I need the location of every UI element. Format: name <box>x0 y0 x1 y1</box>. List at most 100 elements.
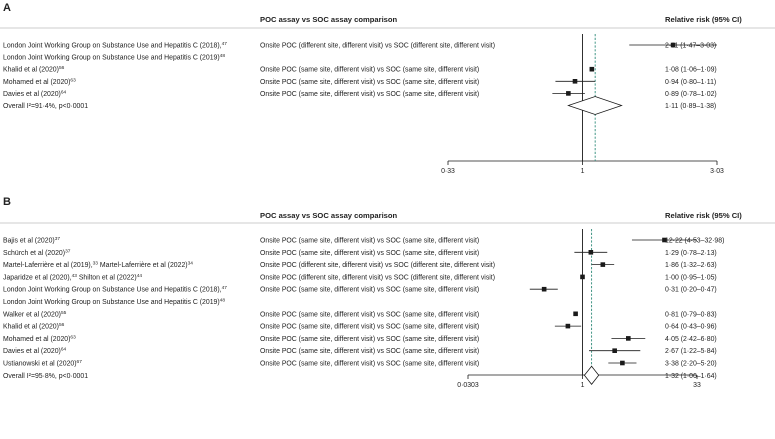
study-ref: 37 <box>55 236 61 242</box>
study-row: Bajis et al (2020)37 Onsite POC (same sit… <box>3 236 724 245</box>
study-row: London Joint Working Group on Substance … <box>3 298 225 307</box>
study-row: Schürch et al (2020)37 Onsite POC (same s… <box>3 248 717 256</box>
study-row: Mohamed et al (2020)63 Onsite POC (same s… <box>3 77 716 86</box>
point-estimate-marker <box>588 250 594 255</box>
point-estimate-marker <box>620 360 625 366</box>
effect-label: 3·38 (2·20–5·20) <box>665 361 717 368</box>
study-ref: 56 <box>59 322 65 328</box>
panel-a: A POC assay vs SOC assay comparison Relati… <box>0 2 775 175</box>
panel-letter: B <box>3 196 11 208</box>
pooled-diamond <box>567 96 623 115</box>
study-row: London Joint Working Group on Substance … <box>3 53 225 62</box>
study-ref: 43 <box>72 273 78 279</box>
comparison-text: Onsite POC (same site, different visit) … <box>260 311 479 318</box>
point-estimate-marker <box>626 336 631 341</box>
study-name: London Joint Working Group on Substance … <box>3 287 222 294</box>
study-label: London Joint Working Group on Substance … <box>3 41 227 50</box>
effect-label: 2·67 (1·22–5·84) <box>665 348 717 355</box>
study-name: London Joint Working Group on Substance … <box>3 299 220 306</box>
point-estimate-marker <box>566 91 571 96</box>
comparison-text: Onsite POC (same site, different visit) … <box>260 67 479 74</box>
x-tick-label: 0·0303 <box>457 382 479 389</box>
comparison-text: Onsite POC (same site, different visit) … <box>260 79 479 86</box>
effect-label: 0·31 (0·20–0·47) <box>665 287 717 294</box>
effect-label: 0·89 (0·78–1·02) <box>665 91 717 98</box>
overall-row: Overall I²=91·4%, p<0·0001 1·11 (0·89–1·3… <box>3 96 716 115</box>
study-label: London Joint Working Group on Substance … <box>3 53 225 62</box>
study-name-2: Martel-Laferrière et al (2022) <box>98 262 188 269</box>
study-label: Bajis et al (2020)37 <box>3 236 60 245</box>
study-ref: 48 <box>220 298 226 304</box>
effect-label: 4·05 (2·42–6·80) <box>665 336 717 343</box>
comparison-text: Onsite POC (same site, different visit) … <box>260 91 479 98</box>
comparison-header: POC assay vs SOC assay comparison <box>260 15 398 24</box>
effect-label: 1·11 (0·89–1·38) <box>665 103 716 110</box>
effect-label: 1·32 (1·06–1·64) <box>665 373 717 380</box>
effect-header: Relative risk (95% CI) <box>665 211 742 220</box>
study-ref: 33 <box>93 261 99 267</box>
point-estimate-marker <box>580 274 585 280</box>
study-name: Mohamed et al (2020) <box>3 79 70 86</box>
x-tick-label: 33 <box>693 382 701 389</box>
effect-label: 12·22 (4·53–32·98) <box>665 238 724 245</box>
study-row: London Joint Working Group on Substance … <box>3 41 717 50</box>
effect-label: 2·11 (1·47–3·03) <box>665 43 716 50</box>
panel-b: B POC assay vs SOC assay comparison Relati… <box>0 196 775 389</box>
comparison-text: Onsite POC (same site, different visit) … <box>260 238 479 245</box>
study-row: Davies et al (2020)64 Onsite POC (same si… <box>3 347 717 356</box>
study-row: Walker et al (2020)55 Onsite POC (same si… <box>3 310 717 319</box>
x-tick-label: 3·03 <box>710 168 724 175</box>
effect-header: Relative risk (95% CI) <box>665 15 742 24</box>
study-name: Mohamed et al (2020) <box>3 336 70 343</box>
study-row: Martel-Laferrière et al (2019),33 Martel… <box>3 261 717 270</box>
point-estimate-marker <box>662 237 667 243</box>
point-estimate-marker <box>600 262 606 267</box>
study-label: London Joint Working Group on Substance … <box>3 285 227 294</box>
point-estimate-marker <box>565 323 571 329</box>
study-ref: 47 <box>222 41 228 47</box>
study-label: Martel-Laferrière et al (2019),33 Martel… <box>3 261 193 270</box>
x-tick-label: 0·33 <box>441 168 455 175</box>
study-ref: 63 <box>70 334 76 340</box>
comparison-text: Onsite POC (same site, different visit) … <box>260 250 479 257</box>
study-label: Davies et al (2020)64 <box>3 347 67 356</box>
effect-label: 0·81 (0·79–0·83) <box>665 311 717 318</box>
comparison-text: Onsite POC (different site, different vi… <box>260 262 495 269</box>
study-label: Schürch et al (2020)37 <box>3 248 71 256</box>
study-ref: 56 <box>59 65 65 71</box>
study-label: Walker et al (2020)55 <box>3 310 67 319</box>
study-label: Ustianowski et al (2020)67 <box>3 359 82 368</box>
effect-label: 0·64 (0·43–0·96) <box>665 324 717 331</box>
study-ref: 47 <box>222 285 228 291</box>
study-ref: 67 <box>77 359 83 365</box>
study-name: Khalid et al (2020) <box>3 67 59 74</box>
point-estimate-marker <box>541 286 547 292</box>
comparison-text: Onsite POC (same site, different visit) … <box>260 348 479 355</box>
study-name-2: Shilton et al (2022) <box>77 274 137 281</box>
point-estimate-marker <box>589 66 595 72</box>
study-ref: 64 <box>61 347 67 353</box>
overall-row: Overall I²=95·8%, p<0·0001 1·32 (1·06–1·6… <box>3 365 717 385</box>
study-label: Mohamed et al (2020)63 <box>3 77 76 86</box>
study-label: Japaridze et al (2020),43 Shilton et al … <box>3 273 142 282</box>
study-ref: 48 <box>220 53 226 59</box>
overall-label: Overall I²=91·4%, p<0·0001 <box>3 103 88 110</box>
study-name: London Joint Working Group on Substance … <box>3 43 222 50</box>
effect-label: 0·94 (0·80–1·11) <box>665 79 716 86</box>
study-ref-2: 34 <box>188 261 194 267</box>
study-name: Schürch et al (2020) <box>3 250 65 257</box>
study-ref-2: 44 <box>137 273 143 279</box>
study-name: Japaridze et al (2020), <box>3 274 72 281</box>
x-tick-label: 1 <box>581 382 585 389</box>
effect-label: 1·29 (0·78–2·13) <box>665 250 717 257</box>
x-tick-label: 1 <box>581 168 585 175</box>
study-row: Ustianowski et al (2020)67 Onsite POC (sa… <box>3 359 717 368</box>
study-label: Khalid et al (2020)56 <box>3 322 65 331</box>
study-name: Bajis et al (2020) <box>3 238 55 245</box>
effect-label: 1·86 (1·32–2·63) <box>665 262 717 269</box>
study-label: Mohamed et al (2020)63 <box>3 334 76 343</box>
study-row: London Joint Working Group on Substance … <box>3 285 717 294</box>
panel-letter: A <box>3 2 11 14</box>
comparison-text: Onsite POC (same site, different visit) … <box>260 287 479 294</box>
point-estimate-marker <box>612 348 617 353</box>
